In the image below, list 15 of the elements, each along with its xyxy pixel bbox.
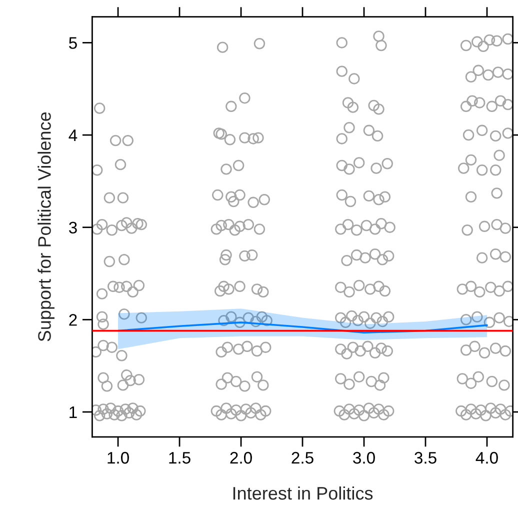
y-tick-label: 4 <box>68 130 78 142</box>
y-tick-label: 1 <box>70 406 77 418</box>
y-tick-label: 3 <box>68 222 77 234</box>
y-axis-title: Support for Political Violence <box>38 112 54 342</box>
x-axis-title: Interest in Politics <box>233 486 373 500</box>
y-tick-label: 2 <box>69 314 77 326</box>
line-series <box>117 322 488 334</box>
x-tick-label: 2.5 <box>292 452 314 464</box>
y-tick-label: 5 <box>69 37 77 49</box>
x-tick-label: 3.0 <box>353 452 375 464</box>
x-tick-label: 1.0 <box>108 452 129 464</box>
x-tick-label: 2.0 <box>230 452 252 464</box>
x-tick-label: 1.5 <box>169 452 190 464</box>
x-tick-label: 3.5 <box>414 452 436 464</box>
x-tick-label: 4.0 <box>476 452 498 464</box>
